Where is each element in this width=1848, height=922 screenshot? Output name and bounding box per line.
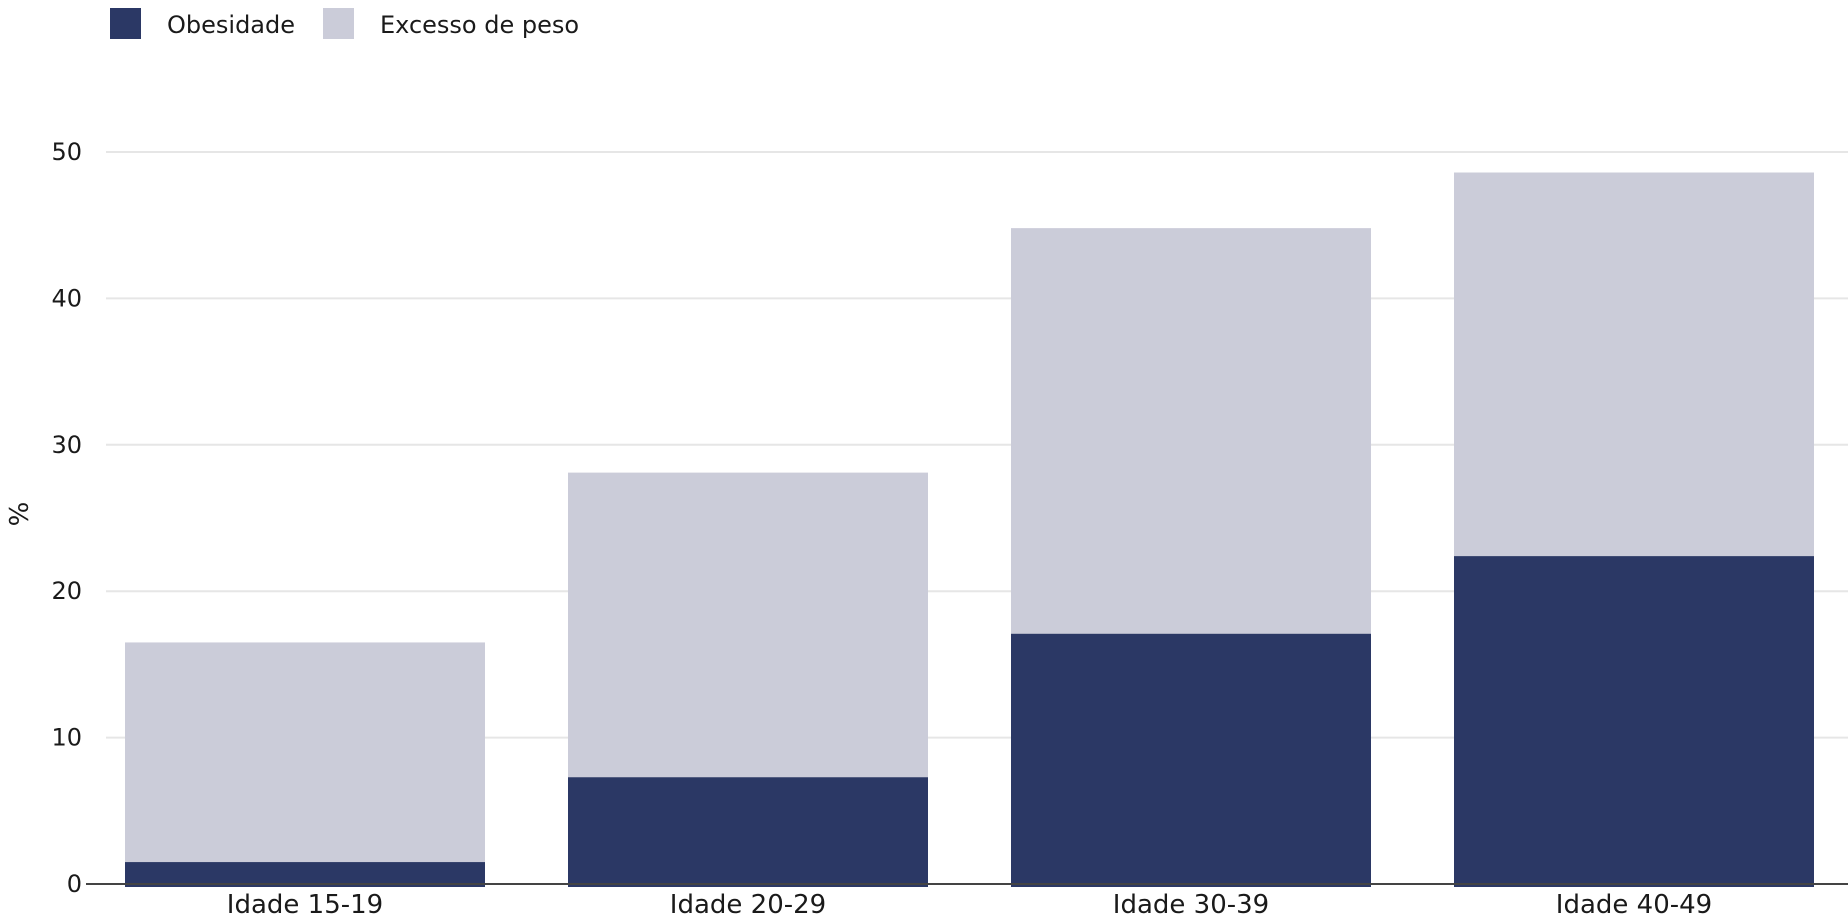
- y-tick-label: 20: [51, 577, 82, 605]
- x-tick-label: Idade 40-49: [1556, 890, 1712, 920]
- bar-excesso-de-peso: [1454, 172, 1814, 557]
- bar-excesso-de-peso: [568, 472, 928, 778]
- x-tick-label: Idade 30-39: [1113, 890, 1269, 920]
- bar-obesidade: [1011, 633, 1371, 887]
- bar-obesidade: [1454, 556, 1814, 887]
- y-tick-label: 50: [51, 138, 82, 166]
- bar-excesso-de-peso: [125, 642, 485, 863]
- y-axis-label: %: [5, 502, 35, 527]
- legend-label: Excesso de peso: [380, 11, 579, 39]
- y-axis-ticks: 0 10 20 30 40 50: [51, 138, 82, 898]
- x-axis-ticks: Idade 15-19 Idade 20-29 Idade 30-39 Idade 4…: [227, 890, 1712, 920]
- bar-obesidade: [125, 862, 485, 887]
- bars: [125, 172, 1814, 887]
- y-tick-label: 10: [51, 724, 82, 752]
- bar-excesso-de-peso: [1011, 228, 1371, 634]
- legend-swatch: [110, 8, 141, 39]
- legend-swatch: [323, 8, 354, 39]
- y-tick-label: 30: [51, 431, 82, 459]
- legend: Obesidade Excesso de peso: [110, 8, 579, 39]
- y-tick-label: 40: [51, 284, 82, 312]
- x-tick-label: Idade 20-29: [670, 890, 826, 920]
- bar-obesidade: [568, 777, 928, 887]
- y-tick-label: 0: [67, 870, 82, 898]
- x-tick-label: Idade 15-19: [227, 890, 383, 920]
- legend-label: Obesidade: [167, 11, 295, 39]
